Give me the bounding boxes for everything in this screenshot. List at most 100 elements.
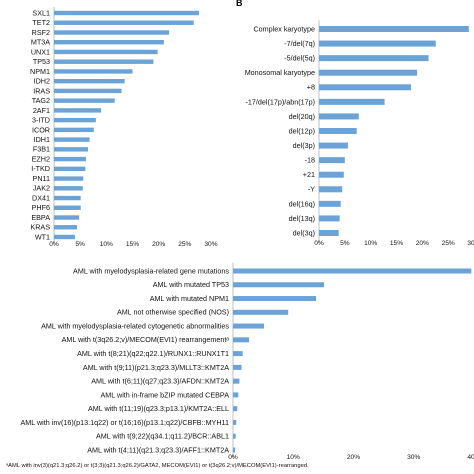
bar	[319, 215, 340, 222]
bar	[233, 323, 265, 329]
category-label: -7/del(7q)	[284, 39, 315, 48]
bar	[319, 200, 341, 207]
bar	[54, 205, 81, 210]
category-label: Monosomal karyotype	[245, 68, 315, 77]
category-label: 3-ITD	[32, 116, 50, 125]
x-tick-label: 20%	[416, 240, 429, 247]
category-label: ICOR	[32, 125, 50, 134]
x-tick-label: 30%	[467, 240, 474, 247]
x-tick-label: 0%	[228, 454, 238, 461]
bar	[319, 69, 418, 76]
bar	[54, 78, 125, 84]
category-label: del(12p)	[289, 126, 315, 135]
category-label: UNX1	[31, 47, 50, 56]
category-label: +21	[303, 170, 315, 179]
x-tick-label: 5%	[75, 241, 85, 248]
bar	[54, 186, 83, 191]
bar	[54, 10, 199, 16]
category-label: KRAS	[30, 223, 50, 232]
category-label: I-TKD	[31, 164, 50, 173]
bar	[54, 20, 194, 25]
bar	[54, 215, 80, 220]
category-label: EBPA	[31, 213, 50, 222]
category-label: AML not otherwise specified (NOS)	[117, 308, 229, 317]
category-label: SXL1	[32, 8, 50, 17]
bar	[319, 157, 345, 164]
category-label: PN11	[33, 174, 50, 183]
bar	[233, 392, 239, 398]
bar	[233, 419, 237, 425]
bar	[319, 113, 359, 120]
category-label: JAK2	[33, 184, 50, 193]
x-tick-label: 10%	[287, 454, 300, 461]
category-label: -18	[305, 156, 315, 165]
bar	[54, 234, 75, 240]
bar	[54, 40, 164, 45]
bar	[54, 69, 133, 74]
category-label: AML with t(6;11)(q27;q23.3)/AFDN::KMT2A	[91, 377, 229, 386]
x-tick-label: 30%	[204, 241, 217, 248]
bar	[319, 142, 348, 149]
x-tick-label: 0%	[49, 241, 59, 248]
category-label: AML with t(9;22)(q34.1;q11.2)/BCR::ABL1	[96, 432, 229, 441]
bar	[54, 117, 96, 123]
bar	[319, 26, 469, 32]
category-label: AML with t(11;19)(q23.3;p13.1)/KMT2A::EL…	[88, 404, 229, 413]
category-label: IRAS	[33, 86, 50, 95]
bar	[319, 84, 411, 91]
category-label: MT3A	[31, 38, 50, 47]
bar	[319, 230, 339, 236]
category-label: del(16q)	[289, 199, 315, 208]
bar	[54, 59, 154, 64]
x-tick-label: 25%	[178, 241, 191, 248]
category-label: +8	[307, 83, 315, 92]
panel-b-chart: Complex karyotype -7/del(7q) -5/del(5q) Mon…	[245, 20, 474, 247]
category-label: del(3p)	[293, 141, 315, 150]
category-label: AML with myelodysplasia-related gene mut…	[73, 266, 229, 275]
category-label: AML with t(3q26.2;v)/MECOM(EVI1) rearran…	[62, 335, 230, 344]
x-tick-label: 25%	[442, 240, 455, 247]
bar	[233, 378, 240, 384]
category-label: -5/del(5q)	[284, 54, 315, 63]
bar	[54, 176, 84, 181]
panel-a-chart: SXL1TET2RSF2MT3AUNX1TP53NPM1IDH2IRASTAG2…	[30, 7, 218, 248]
panel-b-letter: B	[236, 0, 243, 8]
category-label: RSF2	[32, 28, 50, 37]
bar	[319, 98, 385, 105]
bar	[233, 309, 289, 315]
bar	[233, 268, 472, 274]
category-label: -17/del(17p)/abn(17p)	[245, 97, 315, 106]
category-label: DX41	[32, 193, 50, 202]
category-label: TAG2	[32, 96, 50, 105]
x-tick-label: 15%	[390, 240, 403, 247]
category-label: AML with mutated TP53	[153, 280, 229, 289]
x-tick-label: 15%	[126, 241, 139, 248]
x-tick-label: 10%	[364, 240, 377, 247]
bar	[54, 127, 94, 133]
category-label: AML with in-frame bZIP mutated CEBPA	[101, 390, 230, 399]
x-tick-label: 5%	[340, 240, 350, 247]
bar	[54, 225, 78, 230]
category-label: AML with myelodysplasia-related cytogene…	[41, 321, 229, 330]
category-label: AML with t(4;11)(q21.3;q23.3)/AFF1::KMT2…	[87, 445, 229, 454]
x-tick-label: 40%	[467, 454, 474, 461]
bar	[319, 128, 357, 134]
bar	[233, 296, 317, 302]
category-label: F3B1	[33, 145, 50, 154]
x-tick-label: 0%	[314, 240, 324, 247]
bar	[233, 364, 242, 370]
category-label: TP53	[33, 57, 50, 66]
category-label: AML with t(8;21)(q22;q22.1)/RUNX1::RUNX1…	[77, 349, 229, 358]
category-label: NPM1	[30, 67, 50, 76]
bar	[233, 351, 243, 357]
bar	[54, 137, 90, 142]
bar	[233, 337, 250, 343]
footnote: ᵃAML with inv(3)(q21.3;q26.2) or t(3;3)(…	[6, 463, 309, 469]
category-label: IDH2	[34, 77, 50, 86]
bar	[54, 147, 89, 152]
panel-c-chart: AML with myelodysplasia-related gene mut…	[20, 262, 474, 461]
bar	[319, 55, 429, 62]
category-label: del(13q)	[289, 214, 315, 223]
category-label: PHF6	[32, 203, 50, 212]
